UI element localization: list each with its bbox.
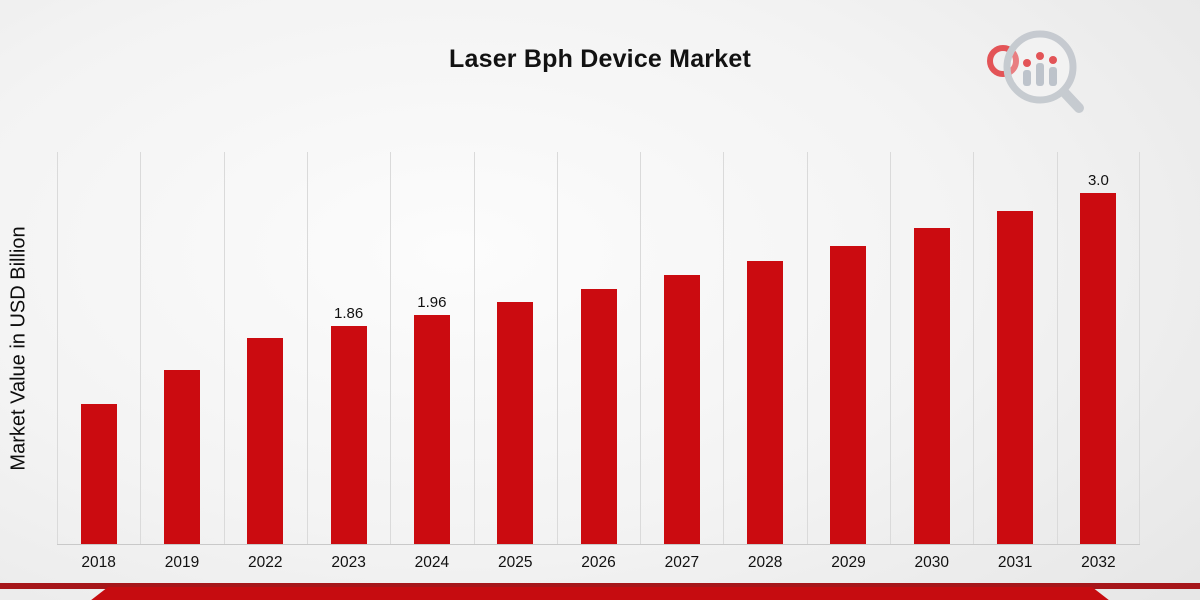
bar-2023 — [330, 326, 367, 544]
gridline — [723, 152, 725, 544]
logo-red-ring-icon — [987, 45, 1019, 77]
gridline — [140, 152, 142, 544]
bar-column-2029 — [807, 152, 890, 544]
x-tick-label-2018: 2018 — [81, 554, 116, 571]
gridline — [890, 152, 892, 544]
gridline — [1139, 152, 1140, 544]
logo-dot-icon — [1049, 56, 1057, 64]
logo-dot-icon — [1023, 59, 1031, 67]
magnifier-handle-icon — [1059, 87, 1084, 113]
bar-2024 — [413, 314, 450, 544]
x-tick-label-2030: 2030 — [914, 554, 950, 571]
bar-2028 — [747, 260, 784, 544]
gridline — [223, 152, 225, 544]
bar-column-2018 — [57, 152, 140, 544]
x-tick-label-2019: 2019 — [164, 554, 200, 571]
bar-2032 — [1080, 192, 1117, 544]
gridline — [473, 152, 475, 544]
bar-value-label: 3.0 — [1087, 171, 1109, 189]
gridline — [556, 152, 558, 544]
gridline — [390, 152, 392, 544]
x-tick-label-2029: 2029 — [831, 554, 866, 571]
x-tick-label-2024: 2024 — [414, 554, 450, 571]
bar-column-2027 — [640, 152, 723, 544]
plot-area: 1.86 1.96 3.0 — [57, 152, 1140, 545]
bar-2031 — [997, 210, 1034, 544]
gridline — [1056, 152, 1058, 544]
bar-value-label: 1.86 — [333, 305, 364, 323]
bar-value-label: 1.96 — [417, 293, 447, 311]
gridline — [57, 152, 58, 544]
x-tick-label-2032: 2032 — [1081, 554, 1116, 571]
bar-column-2022 — [224, 152, 307, 544]
logo-dot-icon — [1036, 52, 1044, 60]
bar-column-2019 — [140, 152, 223, 544]
logo-bar-icon — [1023, 70, 1031, 86]
x-axis-labels: 2018 2019 2022 2023 2024 2025 2026 2027 2028 2029… — [57, 554, 1140, 572]
bar-2029 — [830, 245, 867, 544]
footer-ribbon — [91, 587, 1109, 600]
logo-bar-icon — [1049, 67, 1057, 86]
bar-column-2025 — [474, 152, 557, 544]
x-tick-label-2028: 2028 — [747, 554, 783, 571]
gridline — [640, 152, 642, 544]
bar-column-2028 — [724, 152, 807, 544]
x-tick-label-2031: 2031 — [997, 554, 1033, 571]
bar-column-2032: 3.0 — [1057, 152, 1140, 544]
bar-2030 — [913, 228, 950, 544]
bar-2018 — [80, 403, 117, 544]
bar-2022 — [247, 338, 284, 544]
bar-2027 — [663, 274, 700, 544]
gridline — [806, 152, 808, 544]
chart-title: Laser Bph Device Market — [449, 45, 751, 73]
y-axis-label-wrap: Market Value in USD Billion — [4, 152, 34, 545]
x-tick-label-2027: 2027 — [664, 554, 700, 571]
bar-column-2024: 1.96 — [390, 152, 473, 544]
x-tick-label-2022: 2022 — [248, 554, 283, 571]
x-tick-label-2026: 2026 — [581, 554, 616, 571]
y-axis-label: Market Value in USD Billion — [7, 226, 30, 471]
gridline — [306, 152, 308, 544]
bar-column-2031 — [973, 152, 1056, 544]
bar-2026 — [580, 288, 617, 544]
bars-container: 1.86 1.96 3.0 — [57, 152, 1140, 544]
footer-stripe — [0, 583, 1200, 589]
bar-column-2023: 1.86 — [307, 152, 390, 544]
bar-column-2030 — [890, 152, 973, 544]
x-tick-label-2023: 2023 — [331, 554, 366, 571]
logo-bar-icon — [1036, 63, 1044, 86]
bar-column-2026 — [557, 152, 640, 544]
x-tick-label-2025: 2025 — [497, 554, 533, 571]
bar-2025 — [497, 301, 534, 544]
magnifier-chart-logo — [987, 30, 1084, 113]
gridline — [973, 152, 975, 544]
bar-2019 — [163, 369, 200, 544]
